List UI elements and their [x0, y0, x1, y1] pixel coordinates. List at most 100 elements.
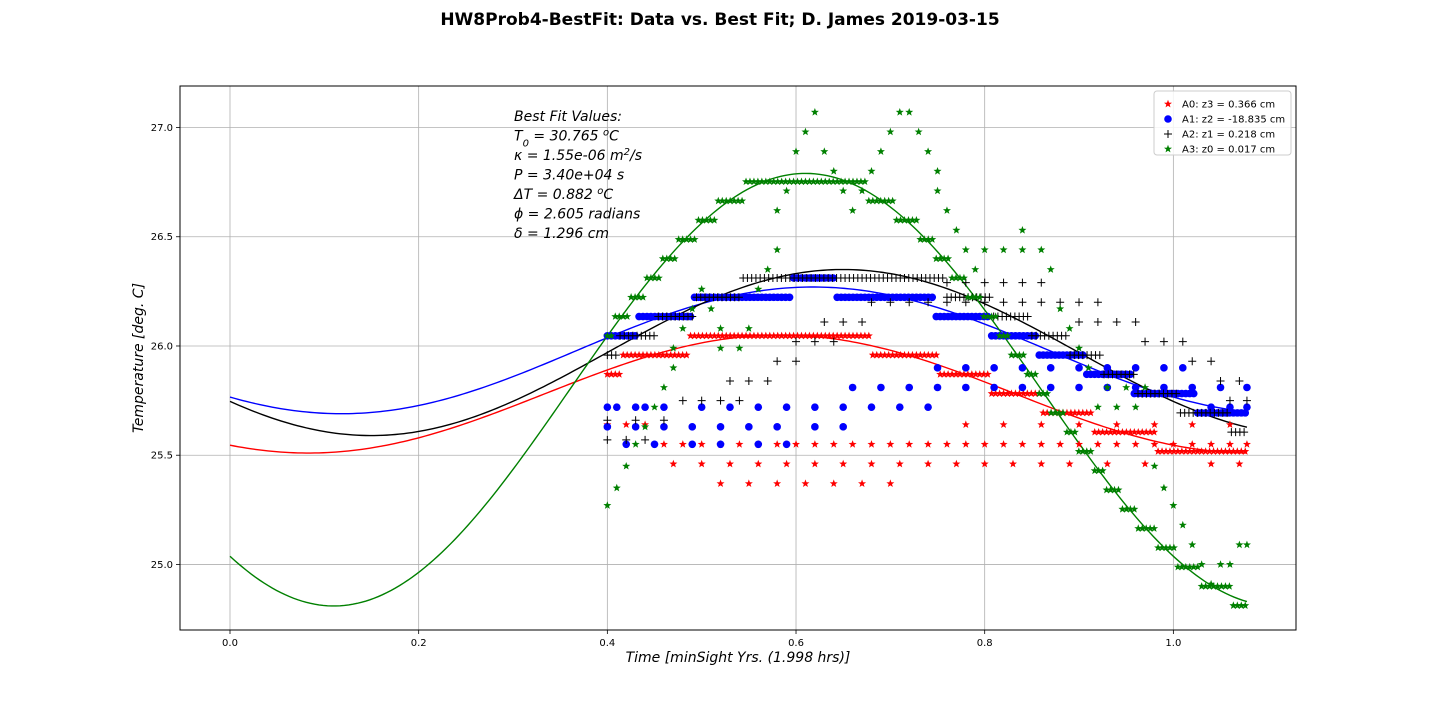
data-point — [1090, 427, 1099, 436]
data-point — [1193, 562, 1202, 571]
data-point — [864, 331, 873, 340]
data-point — [1129, 370, 1138, 379]
data-point — [858, 479, 867, 488]
data-point — [603, 435, 612, 444]
data-point — [670, 254, 679, 263]
data-point — [1103, 383, 1112, 391]
data-point — [662, 350, 671, 359]
data-point — [849, 331, 857, 340]
data-point — [829, 440, 838, 448]
data-point — [829, 331, 838, 340]
data-point — [697, 403, 706, 411]
data-point — [801, 177, 810, 186]
data-point — [1074, 447, 1083, 455]
data-point — [817, 177, 826, 186]
data-point — [1213, 582, 1222, 590]
data-point — [936, 370, 945, 378]
data-point — [1037, 440, 1046, 448]
data-point — [1114, 485, 1123, 494]
data-point — [745, 177, 754, 186]
data-point — [948, 370, 957, 378]
data-point — [1131, 317, 1140, 326]
data-point — [666, 350, 675, 359]
data-point — [1141, 383, 1150, 391]
data-point — [611, 312, 620, 320]
data-point — [1018, 298, 1027, 307]
data-point — [678, 324, 687, 332]
data-point — [1235, 459, 1244, 468]
data-point — [967, 293, 976, 301]
data-point — [1112, 317, 1121, 326]
data-point — [773, 245, 782, 254]
data-point — [603, 416, 612, 425]
data-point — [1150, 420, 1159, 429]
data-point — [1007, 389, 1016, 398]
data-point — [933, 364, 942, 372]
data-point — [841, 177, 850, 186]
data-point — [1169, 447, 1178, 455]
data-point — [868, 196, 877, 205]
data-point — [749, 331, 758, 340]
data-point — [1162, 447, 1170, 455]
y-axis-label: Temperature [deg. C] — [131, 283, 147, 433]
data-point — [781, 177, 790, 186]
data-point — [839, 186, 848, 195]
annotation-line: T0 = 30.765 oC — [514, 127, 619, 149]
data-point — [706, 215, 715, 224]
data-point — [1188, 440, 1197, 448]
data-point — [1154, 447, 1163, 455]
data-point — [1242, 440, 1251, 448]
data-point — [619, 350, 628, 359]
data-point — [753, 177, 762, 186]
data-point — [1225, 447, 1234, 455]
data-point — [999, 298, 1008, 307]
data-point — [805, 331, 814, 340]
data-point — [924, 459, 933, 468]
data-point — [845, 331, 854, 340]
data-point — [1197, 447, 1206, 455]
data-point — [908, 215, 917, 224]
data-point — [785, 293, 794, 302]
data-point — [603, 370, 612, 378]
data-point — [1003, 389, 1012, 398]
data-point — [825, 331, 834, 340]
data-point — [1023, 312, 1032, 321]
data-point — [979, 312, 988, 320]
data-point — [884, 350, 893, 359]
data-point — [962, 364, 970, 372]
data-point — [1235, 540, 1244, 549]
data-point — [1122, 505, 1131, 513]
data-point — [654, 273, 663, 282]
data-point — [789, 331, 798, 340]
data-point — [1075, 298, 1084, 307]
data-point — [669, 363, 678, 372]
data-point — [782, 459, 791, 468]
data-point — [1178, 520, 1187, 529]
data-point — [963, 370, 972, 378]
data-point — [833, 331, 842, 340]
data-point — [1023, 370, 1032, 378]
data-point — [932, 254, 941, 263]
data-point — [1226, 403, 1234, 411]
data-point — [725, 376, 734, 385]
data-point — [888, 196, 897, 205]
data-point — [682, 350, 691, 359]
data-point — [1216, 383, 1225, 392]
data-point — [810, 108, 819, 116]
data-point — [718, 196, 727, 205]
data-point — [920, 350, 929, 359]
data-point — [801, 479, 810, 488]
data-point — [1043, 408, 1052, 417]
data-point — [1201, 447, 1210, 455]
data-point — [895, 459, 904, 468]
data-point — [631, 423, 640, 431]
data-point — [697, 396, 706, 405]
data-point — [1102, 427, 1111, 436]
data-point — [860, 177, 869, 186]
data-point — [999, 440, 1008, 448]
data-point — [983, 370, 992, 378]
data-point — [1189, 389, 1198, 398]
data-point — [867, 403, 876, 411]
data-point — [1225, 560, 1234, 568]
